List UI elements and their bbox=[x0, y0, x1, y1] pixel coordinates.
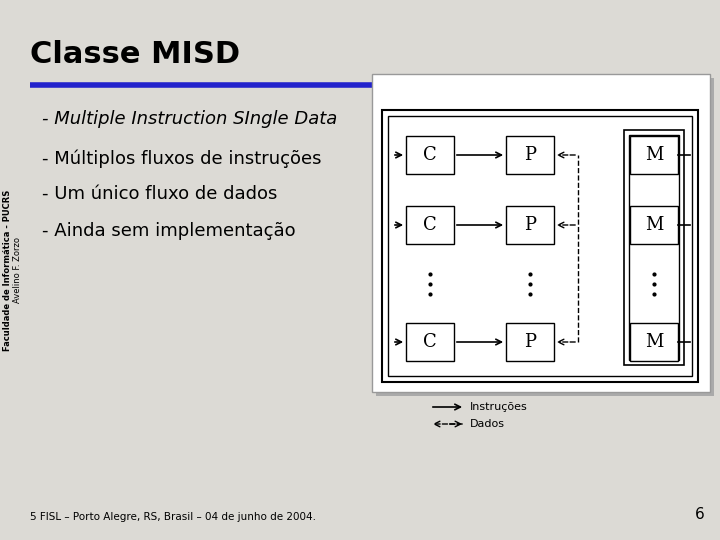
Text: Avelino F. Zorzo: Avelino F. Zorzo bbox=[14, 237, 22, 303]
Text: - Ainda sem implementação: - Ainda sem implementação bbox=[42, 222, 296, 240]
Text: Instruções: Instruções bbox=[470, 402, 528, 412]
Text: P: P bbox=[524, 333, 536, 351]
Bar bbox=[630, 206, 678, 244]
Bar bbox=[406, 136, 454, 174]
Text: Classe MISD: Classe MISD bbox=[30, 40, 240, 69]
Bar bbox=[388, 116, 692, 376]
Text: - Um único fluxo de dados: - Um único fluxo de dados bbox=[42, 185, 277, 203]
Bar bbox=[506, 136, 554, 174]
Bar bbox=[506, 206, 554, 244]
Text: M: M bbox=[645, 146, 663, 164]
Bar bbox=[406, 206, 454, 244]
Text: - Multiple Instruction SIngle Data: - Multiple Instruction SIngle Data bbox=[42, 110, 337, 128]
Text: P: P bbox=[524, 216, 536, 234]
Text: C: C bbox=[423, 333, 437, 351]
Bar bbox=[624, 130, 684, 365]
Text: - Múltiplos fluxos de instruções: - Múltiplos fluxos de instruções bbox=[42, 150, 322, 168]
Bar bbox=[630, 323, 678, 361]
Bar bbox=[376, 78, 714, 396]
Bar bbox=[382, 110, 698, 382]
Text: C: C bbox=[423, 216, 437, 234]
Text: M: M bbox=[645, 216, 663, 234]
Bar bbox=[630, 136, 678, 174]
Text: Dados: Dados bbox=[470, 419, 505, 429]
Bar bbox=[629, 135, 679, 360]
Text: M: M bbox=[645, 333, 663, 351]
Text: P: P bbox=[524, 146, 536, 164]
Text: 5 FISL – Porto Alegre, RS, Brasil – 04 de junho de 2004.: 5 FISL – Porto Alegre, RS, Brasil – 04 d… bbox=[30, 512, 316, 522]
Bar bbox=[406, 323, 454, 361]
Text: C: C bbox=[423, 146, 437, 164]
Text: Faculdade de Informática - PUCRS: Faculdade de Informática - PUCRS bbox=[4, 190, 12, 350]
Bar bbox=[372, 74, 710, 392]
Text: 6: 6 bbox=[696, 507, 705, 522]
Bar bbox=[506, 323, 554, 361]
